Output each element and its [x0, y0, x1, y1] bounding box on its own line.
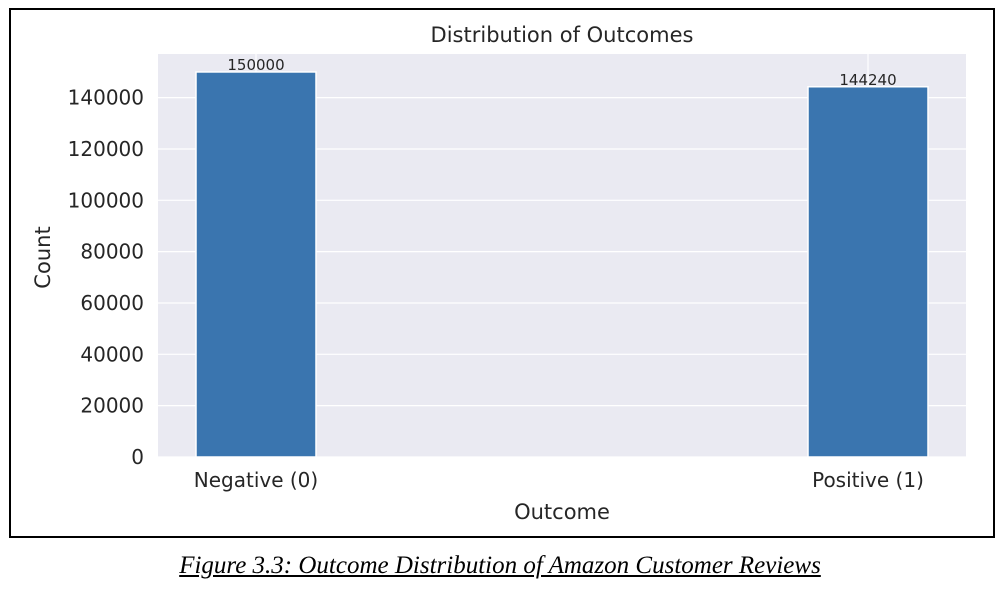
bar: [807, 86, 929, 458]
bar: [195, 71, 317, 458]
bars: 150000 144240: [195, 56, 929, 458]
y-tick-label: 20000: [80, 394, 144, 418]
y-tick-label: 0: [131, 445, 144, 469]
y-tick-label: 60000: [80, 291, 144, 315]
chart-title: Distribution of Outcomes: [431, 23, 694, 47]
figure-caption: Figure 3.3: Outcome Distribution of Amaz…: [179, 552, 821, 579]
y-axis-ticks: 0 20000 40000 60000 80000 100000 120000 140000: [68, 86, 144, 469]
y-tick-label: 100000: [68, 188, 144, 212]
x-axis-ticks: Negative (0) Positive (1): [194, 468, 924, 492]
bar-data-label: 144240: [839, 71, 896, 89]
x-tick-label: Positive (1): [812, 468, 924, 492]
bar-data-label: 150000: [227, 56, 284, 74]
y-tick-label: 40000: [80, 342, 144, 366]
y-tick-label: 140000: [68, 86, 144, 110]
y-tick-label: 80000: [80, 240, 144, 264]
x-tick-label: Negative (0): [194, 468, 318, 492]
x-axis-label: Outcome: [514, 500, 610, 524]
bar-chart: 150000 144240 0 20000 40000 60000 80000 100000…: [31, 23, 966, 524]
y-tick-label: 120000: [68, 137, 144, 161]
y-axis-label: Count: [31, 226, 55, 288]
